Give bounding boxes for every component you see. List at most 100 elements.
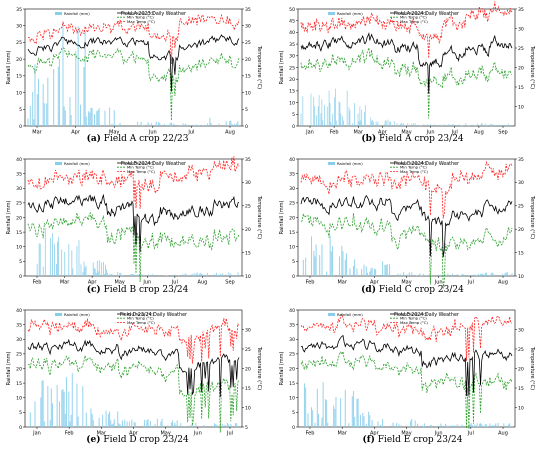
rainfall-bar <box>424 423 426 427</box>
rainfall-bar <box>393 121 395 126</box>
month-tick-label: Jan <box>32 431 41 437</box>
month-tick-label: Jan <box>305 130 314 136</box>
rain-tick-label: 35 <box>16 322 22 328</box>
legend-temp-label: Max Temp (°C) <box>127 19 155 24</box>
rainfall-bar <box>447 273 449 276</box>
rainfall-bar <box>452 124 454 126</box>
rainfall-bar <box>471 124 473 126</box>
rainfall-bar <box>64 110 66 126</box>
rainfall-bar <box>111 123 113 126</box>
rainfall-bar <box>419 273 421 276</box>
rainfall-bar <box>161 418 163 427</box>
rainfall-bar <box>489 124 491 126</box>
rainfall-bar <box>142 274 144 276</box>
month-tick-label: Jun <box>193 431 202 437</box>
rain-tick-label: 30 <box>16 337 22 343</box>
rainfall-bar <box>147 122 149 126</box>
rainfall-bar <box>42 380 44 427</box>
rainfall-bar <box>191 424 193 427</box>
rainfall-bar <box>148 124 150 126</box>
rainfall-bar <box>96 111 98 126</box>
rainfall-bar <box>359 414 361 427</box>
legend-rain-swatch <box>55 162 62 165</box>
rainfall-bar <box>70 115 72 126</box>
rainfall-bar <box>462 273 464 276</box>
rainfall-bar <box>348 107 350 126</box>
month-tick-label: Jul <box>451 130 458 136</box>
rainfall-bar <box>112 274 114 276</box>
rainfall-bar <box>98 260 100 276</box>
month-tick-label: Jun <box>148 130 157 136</box>
rainfall-bar <box>140 121 142 126</box>
rainfall-bar <box>397 273 399 276</box>
rainfall-bar <box>417 125 419 126</box>
rainfall-bar <box>400 123 402 126</box>
rainfall-bar <box>312 410 314 427</box>
rainfall-bar <box>170 122 172 126</box>
legend-temp-label: Avg Temp (°C) <box>400 160 428 165</box>
rainfall-bar <box>237 272 239 276</box>
month-tick-label: Jun <box>434 280 443 286</box>
rainfall-bar <box>102 261 104 276</box>
temp-tick-label: 5 <box>245 425 248 431</box>
y2-axis-label: Temperature (°C) <box>529 195 535 239</box>
rainfall-bar <box>158 121 160 126</box>
rainfall-bar <box>27 118 29 126</box>
rainfall-bar <box>58 58 60 126</box>
rainfall-bar <box>144 419 146 427</box>
rainfall-bar <box>315 244 317 276</box>
rain-tick-label: 25 <box>289 201 295 207</box>
temp-tick-label: 35 <box>245 7 251 13</box>
rainfall-bar <box>321 99 323 126</box>
rainfall-bar <box>357 113 359 126</box>
rainfall-bar <box>470 422 472 427</box>
rainfall-bar <box>113 419 115 427</box>
rainfall-bar <box>498 124 499 126</box>
rainfall-bar <box>504 273 506 276</box>
rainfall-bar <box>461 274 463 276</box>
rainfall-bar <box>435 426 437 427</box>
rain-tick-label: 10 <box>16 90 22 96</box>
legend-temp-label: Max Temp (°C) <box>400 19 428 24</box>
month-tick-label: May <box>109 130 119 136</box>
rain-tick-label: 30 <box>289 54 295 60</box>
rainfall-bar <box>422 274 424 276</box>
month-tick-label: Feb <box>65 431 74 437</box>
rainfall-bar <box>409 124 411 126</box>
rainfall-bar <box>109 274 110 276</box>
rainfall-bar <box>111 274 113 276</box>
temp-tick-label: 20 <box>245 227 251 233</box>
rainfall-bar <box>58 236 60 276</box>
rainfall-bar <box>327 422 329 427</box>
legend-temp-label: Min Temp (°C) <box>400 316 427 321</box>
rainfall-bar <box>230 423 232 427</box>
month-tick-label: Feb <box>306 280 315 286</box>
rainfall-bar <box>320 113 322 126</box>
rainfall-bar <box>39 243 41 276</box>
rainfall-bar <box>163 123 165 126</box>
avg-temp-line <box>27 193 240 252</box>
rainfall-bar <box>463 274 465 276</box>
temp-tick-label: 35 <box>245 157 251 163</box>
rainfall-bar <box>386 264 388 276</box>
rainfall-bar <box>93 267 95 276</box>
rainfall-bar <box>84 30 86 126</box>
rainfall-bar <box>117 411 119 427</box>
rainfall-bar <box>346 90 348 126</box>
rainfall-bar <box>52 233 53 276</box>
rainfall-bar <box>68 244 70 276</box>
rainfall-bar <box>197 125 199 126</box>
rain-tick-label: 10 <box>16 245 22 251</box>
rainfall-bar <box>477 273 479 276</box>
rainfall-bar <box>384 264 386 276</box>
rainfall-bar <box>109 411 111 427</box>
rainfall-bar <box>196 272 198 276</box>
rainfall-bar <box>511 273 513 276</box>
rainfall-bar <box>370 117 372 126</box>
rainfall-bar <box>195 124 197 126</box>
rainfall-bar <box>373 268 375 276</box>
y2-axis-label: Temperature (°C) <box>529 45 535 89</box>
temp-tick-label: 15 <box>245 250 251 256</box>
rainfall-bar <box>441 125 443 126</box>
rainfall-bar <box>234 423 237 427</box>
